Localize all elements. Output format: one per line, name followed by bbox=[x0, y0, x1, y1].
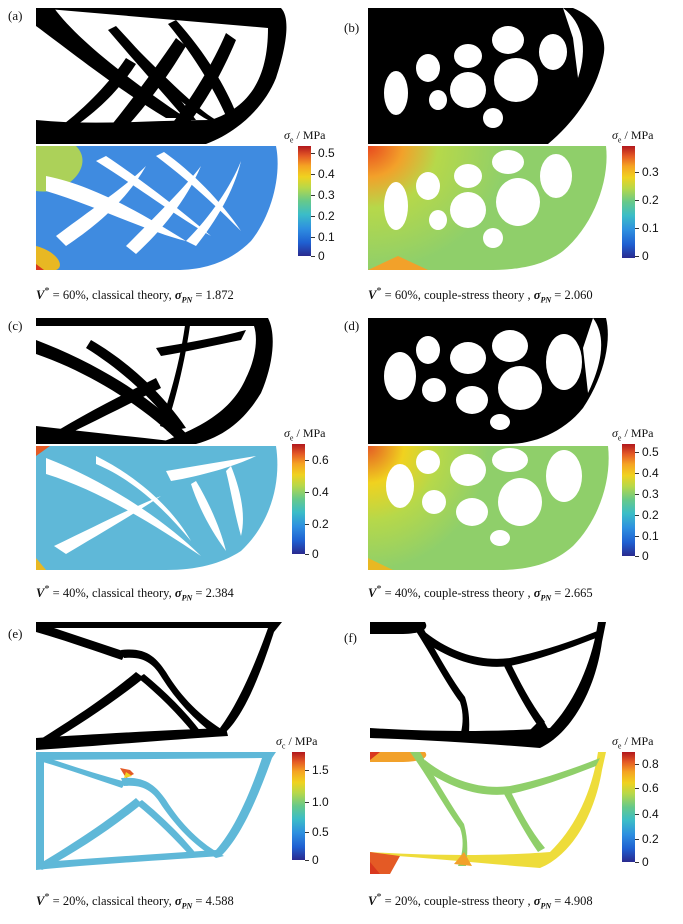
colorbar-tick: 0.3 bbox=[635, 165, 659, 179]
caption-a: V* = 60%, classical theory, σPN = 1.872 bbox=[36, 286, 234, 305]
colorbar-tick: 0.4 bbox=[311, 167, 335, 181]
colorbar-tick: 0.1 bbox=[311, 230, 335, 244]
stress-map-f bbox=[370, 752, 606, 874]
colorbar-title: σe / MPa bbox=[612, 734, 654, 751]
colorbar-title: σe / MPa bbox=[284, 128, 326, 145]
colorbar-gradient bbox=[292, 752, 305, 860]
colorbar-tick: 0.5 bbox=[305, 825, 329, 839]
colorbar-tick: 0 bbox=[311, 249, 325, 263]
panel-label: (c) bbox=[8, 318, 23, 333]
stress-map-a bbox=[36, 146, 278, 270]
topology-image-d bbox=[368, 318, 608, 444]
topology-image-f bbox=[370, 622, 606, 748]
topology-image-c bbox=[36, 318, 273, 444]
colorbar-tick: 0.5 bbox=[311, 146, 335, 160]
caption-b: V* = 60%, couple-stress theory , σPN = 2… bbox=[368, 286, 593, 305]
colorbar-tick: 1.5 bbox=[305, 763, 329, 777]
caption-c: V* = 40%, classical theory, σPN = 2.384 bbox=[36, 584, 234, 603]
colorbar-tick: 0 bbox=[635, 855, 649, 869]
stress-map-e bbox=[36, 752, 276, 870]
colorbar-tick: 0.1 bbox=[635, 221, 659, 235]
colorbar-tick: 0 bbox=[305, 547, 319, 561]
colorbar-tick: 1.0 bbox=[305, 795, 329, 809]
colorbar-tick: 0 bbox=[305, 853, 319, 867]
panel-label: (f) bbox=[344, 630, 357, 645]
colorbar-tick: 0.6 bbox=[305, 453, 329, 467]
colorbar-tick: 0.8 bbox=[635, 757, 659, 771]
caption-f: V* = 20%, couple-stress theory , σPN = 4… bbox=[368, 892, 593, 911]
caption-d: V* = 40%, couple-stress theory , σPN = 2… bbox=[368, 584, 593, 603]
colorbar-tick: 0.5 bbox=[635, 445, 659, 459]
panel-label: (e) bbox=[8, 626, 23, 641]
panel-label: (a) bbox=[8, 8, 23, 23]
topology-image-e bbox=[36, 622, 282, 750]
colorbar-tick: 0.4 bbox=[635, 807, 659, 821]
colorbar-tick: 0.3 bbox=[311, 188, 335, 202]
colorbar-gradient bbox=[292, 444, 305, 554]
colorbar-tick: 0.2 bbox=[311, 209, 335, 223]
colorbar-tick: 0.2 bbox=[635, 832, 659, 846]
colorbar-tick: 0 bbox=[635, 549, 649, 563]
topology-image-a bbox=[36, 8, 287, 144]
colorbar-tick: 0.2 bbox=[305, 517, 329, 531]
colorbar-gradient bbox=[622, 146, 635, 258]
colorbar-tick: 0.4 bbox=[305, 485, 329, 499]
colorbar-tick: 0.3 bbox=[635, 487, 659, 501]
stress-map-b bbox=[368, 146, 607, 270]
stress-map-c bbox=[36, 446, 278, 570]
colorbar-title: σe / MPa bbox=[612, 128, 654, 145]
caption-e: V* = 20%, classical theory, σPN = 4.588 bbox=[36, 892, 234, 911]
colorbar-tick: 0.1 bbox=[635, 529, 659, 543]
colorbar-tick: 0.2 bbox=[635, 193, 659, 207]
panel-label: (b) bbox=[344, 20, 360, 35]
panel-label: (d) bbox=[344, 318, 360, 333]
colorbar-title: σc / MPa bbox=[276, 734, 318, 751]
colorbar-tick: 0.4 bbox=[635, 466, 659, 480]
colorbar-gradient bbox=[622, 444, 635, 556]
colorbar-tick: 0.6 bbox=[635, 781, 659, 795]
colorbar-tick: 0.2 bbox=[635, 508, 659, 522]
colorbar-gradient bbox=[622, 752, 635, 862]
topology-image-b bbox=[368, 8, 605, 144]
colorbar-title: σe / MPa bbox=[612, 426, 654, 443]
colorbar-gradient bbox=[298, 146, 311, 256]
stress-map-d bbox=[368, 446, 609, 570]
colorbar-tick: 0 bbox=[635, 249, 649, 263]
colorbar-title: σe / MPa bbox=[284, 426, 326, 443]
